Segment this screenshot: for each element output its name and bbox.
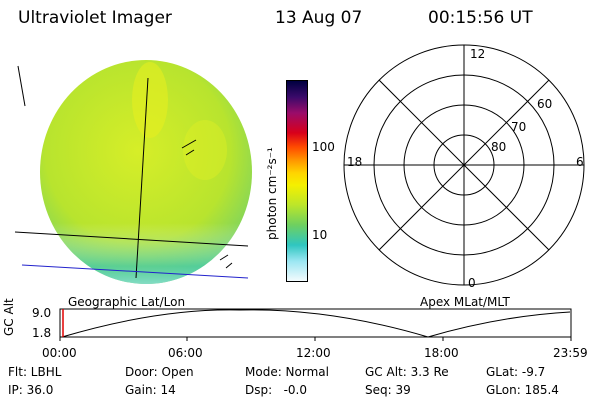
status-seq: Seq: 39 bbox=[365, 383, 411, 397]
polar-mlt-6: 6 bbox=[576, 155, 584, 169]
timeline-xtick-4: 23:59 bbox=[553, 346, 588, 360]
polar-mlt-12: 12 bbox=[470, 47, 486, 61]
date-label: 13 Aug 07 bbox=[275, 8, 363, 28]
polar-lat-60: 60 bbox=[537, 97, 553, 111]
status-gc-alt: GC Alt: 3.3 Re bbox=[365, 365, 449, 379]
status-ip: IP: 36.0 bbox=[8, 383, 54, 397]
status-glat: GLat: -9.7 bbox=[486, 365, 546, 379]
polar-mlt-18: 18 bbox=[347, 155, 363, 169]
polar-lat-80: 80 bbox=[491, 140, 507, 154]
status-door: Door: Open bbox=[125, 365, 194, 379]
status-gain: Gain: 14 bbox=[125, 383, 176, 397]
status-mode: Mode: Normal bbox=[245, 365, 329, 379]
timeline-xtick-2: 12:00 bbox=[296, 346, 331, 360]
timeline-ytick-max: 9.0 bbox=[32, 306, 52, 320]
polar-label: Apex MLat/MLT bbox=[420, 295, 510, 309]
colorbar-tick-10: 10 bbox=[312, 228, 328, 242]
polar-lat-70: 70 bbox=[511, 120, 527, 134]
colorbar-tick-100: 100 bbox=[312, 140, 335, 154]
timeline-xtick-1: 06:00 bbox=[168, 346, 203, 360]
status-flt: Flt: LBHL bbox=[8, 365, 62, 379]
status-glon: GLon: 185.4 bbox=[486, 383, 559, 397]
colorbar bbox=[286, 80, 308, 282]
instrument-title: Ultraviolet Imager bbox=[18, 8, 172, 28]
globe-label: Geographic Lat/Lon bbox=[68, 295, 186, 309]
status-dsp: Dsp: -0.0 bbox=[245, 383, 308, 397]
timeline-xtick-3: 18:00 bbox=[424, 346, 459, 360]
timeline-xtick-0: 00:00 bbox=[42, 346, 77, 360]
time-label: 00:15:56 UT bbox=[428, 8, 533, 28]
polar-mlt-0: 0 bbox=[468, 276, 476, 290]
timeline-ytick-min: 1.8 bbox=[32, 326, 52, 340]
